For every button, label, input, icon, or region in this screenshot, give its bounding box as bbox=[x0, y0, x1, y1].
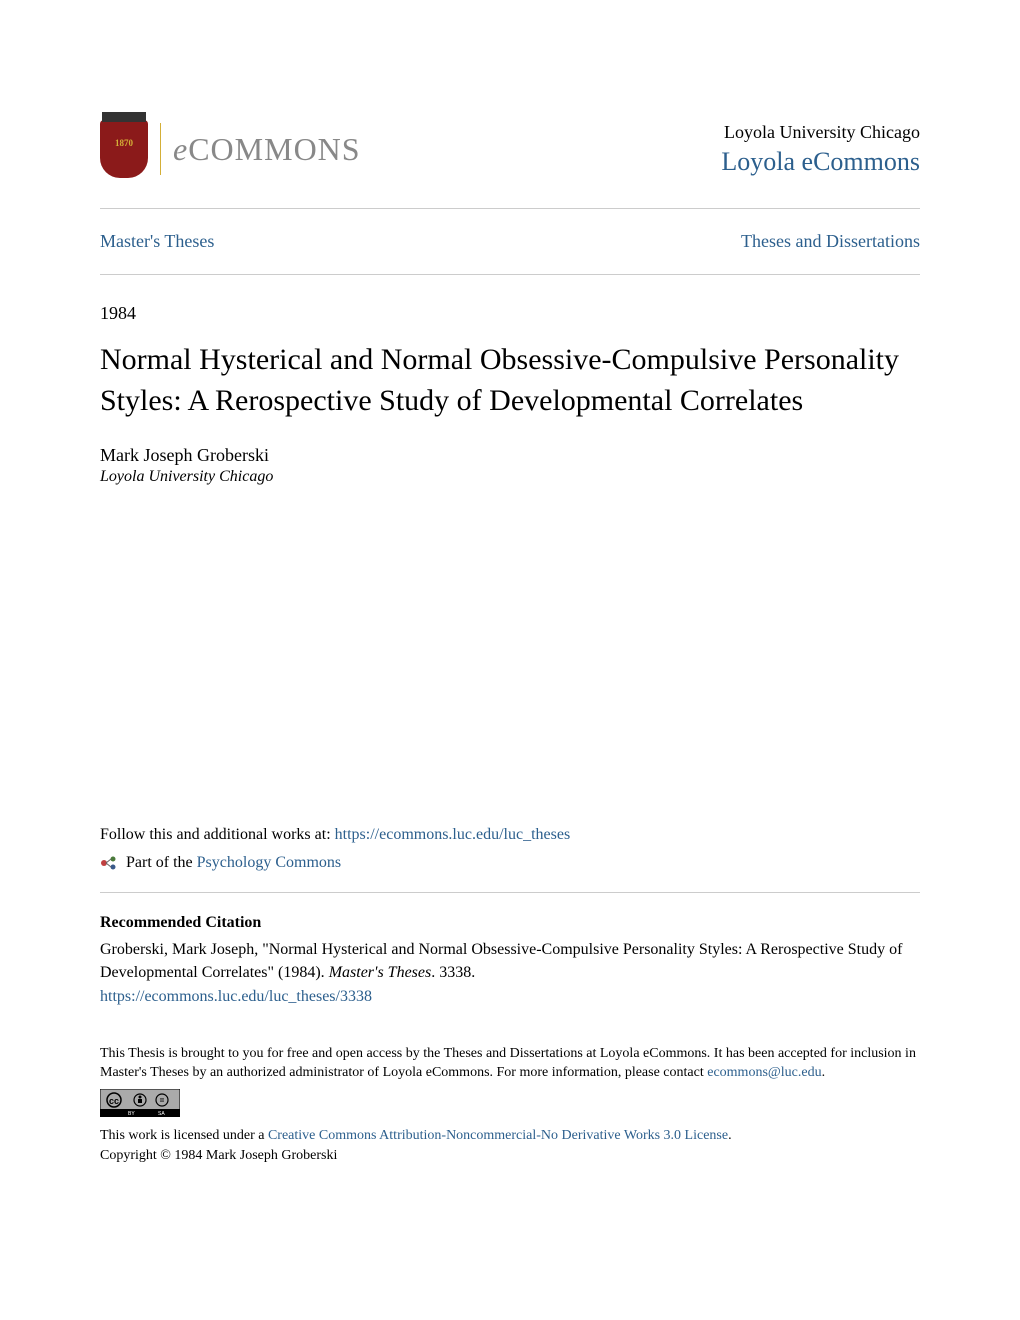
header-row: eCOMMONS Loyola University Chicago Loyol… bbox=[100, 120, 920, 178]
rule-bottom bbox=[100, 274, 920, 275]
institution-block: Loyola University Chicago Loyola eCommon… bbox=[721, 122, 920, 177]
breadcrumb-parent[interactable]: Theses and Dissertations bbox=[741, 231, 920, 252]
breadcrumb-collection[interactable]: Master's Theses bbox=[100, 231, 214, 252]
citation-series: Master's Theses bbox=[329, 964, 432, 981]
access-statement: This Thesis is brought to you for free a… bbox=[100, 1044, 920, 1083]
breadcrumb-row: Master's Theses Theses and Dissertations bbox=[100, 217, 920, 266]
citation-before: Groberski, Mark Joseph, "Normal Hysteric… bbox=[100, 941, 902, 981]
copyright-line: Copyright © 1984 Mark Joseph Groberski bbox=[100, 1148, 920, 1164]
partof-prefix: Part of the bbox=[126, 854, 197, 871]
partof-link[interactable]: Psychology Commons bbox=[197, 854, 341, 871]
svg-text:SA: SA bbox=[158, 1111, 165, 1117]
citation-block: Recommended Citation Groberski, Mark Jos… bbox=[100, 911, 920, 1008]
author-name: Mark Joseph Groberski bbox=[100, 445, 920, 466]
follow-prefix: Follow this and additional works at: bbox=[100, 826, 335, 843]
svg-text:cc: cc bbox=[109, 1096, 119, 1106]
spacer bbox=[100, 486, 920, 826]
ecommons-logo: eCOMMONS bbox=[173, 131, 361, 168]
citation-text: Groberski, Mark Joseph, "Normal Hysteric… bbox=[100, 938, 920, 984]
publication-year: 1984 bbox=[100, 303, 920, 324]
document-title: Normal Hysterical and Normal Obsessive-C… bbox=[100, 340, 920, 421]
rule-top bbox=[100, 208, 920, 209]
citation-heading: Recommended Citation bbox=[100, 911, 920, 934]
license-suffix: . bbox=[728, 1128, 732, 1143]
author-affiliation: Loyola University Chicago bbox=[100, 468, 920, 486]
network-icon bbox=[100, 854, 118, 872]
part-of-line: Part of the Psychology Commons bbox=[100, 854, 920, 872]
logo-block: eCOMMONS bbox=[100, 120, 361, 178]
follow-line: Follow this and additional works at: htt… bbox=[100, 826, 920, 844]
rule-citation bbox=[100, 892, 920, 893]
repository-link[interactable]: Loyola eCommons bbox=[721, 147, 920, 176]
svg-text:=: = bbox=[160, 1096, 165, 1105]
license-link[interactable]: Creative Commons Attribution-Noncommerci… bbox=[268, 1128, 728, 1143]
license-line: This work is licensed under a Creative C… bbox=[100, 1126, 920, 1146]
svg-text:BY: BY bbox=[128, 1111, 135, 1117]
citation-after: . 3338. bbox=[431, 964, 475, 981]
cc-license-badge[interactable]: cc = BY SA bbox=[100, 1089, 180, 1122]
license-prefix: This work is licensed under a bbox=[100, 1128, 268, 1143]
contact-email[interactable]: ecommons@luc.edu bbox=[707, 1065, 821, 1080]
ecommons-logo-text: COMMONS bbox=[188, 131, 360, 167]
access-text-after: . bbox=[822, 1065, 826, 1080]
logo-divider bbox=[160, 123, 161, 175]
citation-url[interactable]: https://ecommons.luc.edu/luc_theses/3338 bbox=[100, 988, 372, 1005]
follow-url[interactable]: https://ecommons.luc.edu/luc_theses bbox=[335, 826, 571, 843]
institution-name: Loyola University Chicago bbox=[721, 122, 920, 143]
loyola-shield-icon bbox=[100, 120, 148, 178]
